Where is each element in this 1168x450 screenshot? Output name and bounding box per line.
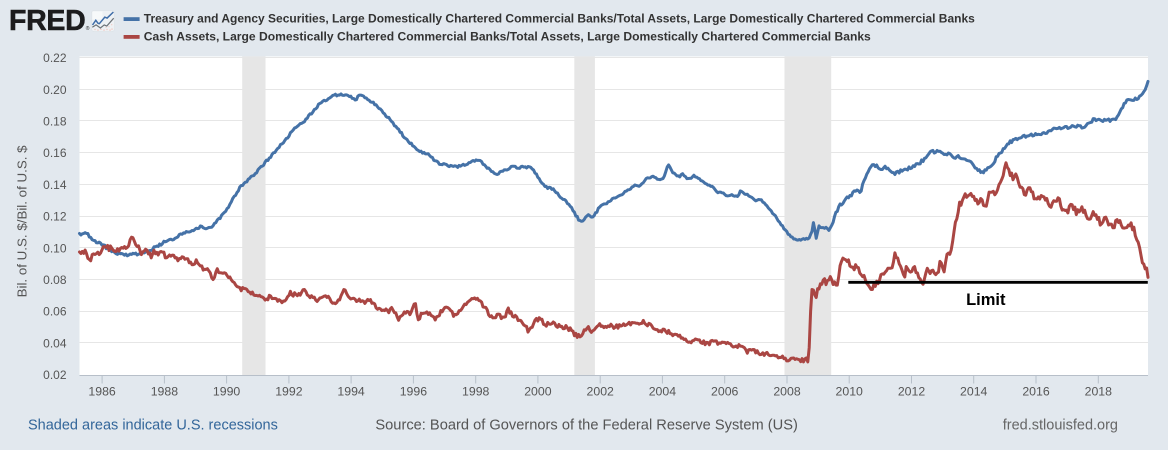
svg-text:2014: 2014 [960, 385, 988, 399]
svg-text:2018: 2018 [1085, 385, 1113, 399]
svg-text:1992: 1992 [275, 385, 303, 399]
svg-text:0.18: 0.18 [43, 115, 67, 129]
svg-text:0.12: 0.12 [43, 210, 67, 224]
svg-text:®: ® [86, 25, 90, 32]
svg-text:fred.stlouisfed.org: fred.stlouisfed.org [1003, 418, 1118, 434]
svg-text:0.10: 0.10 [43, 241, 67, 255]
svg-text:0.06: 0.06 [43, 305, 67, 319]
svg-text:2002: 2002 [587, 385, 615, 399]
svg-text:1988: 1988 [151, 385, 179, 399]
svg-text:1994: 1994 [337, 385, 365, 399]
svg-text:2012: 2012 [898, 385, 926, 399]
svg-text:FRED: FRED [9, 5, 85, 37]
svg-text:Bil. of U.S. $/Bil. of U.S. $: Bil. of U.S. $/Bil. of U.S. $ [15, 145, 30, 298]
svg-text:Treasury and Agency Securities: Treasury and Agency Securities, Large Do… [144, 14, 975, 26]
svg-text:0.08: 0.08 [43, 273, 67, 287]
svg-text:0.16: 0.16 [43, 146, 67, 160]
svg-text:2016: 2016 [1022, 385, 1050, 399]
svg-text:1998: 1998 [462, 385, 490, 399]
svg-text:2000: 2000 [524, 385, 552, 399]
svg-text:2004: 2004 [649, 385, 677, 399]
svg-text:Source: Board of Governors of: Source: Board of Governors of the Federa… [375, 418, 797, 434]
svg-text:Shaded areas indicate U.S. rec: Shaded areas indicate U.S. recessions [28, 418, 278, 434]
svg-text:0.20: 0.20 [43, 83, 67, 97]
svg-text:0.04: 0.04 [43, 336, 67, 350]
svg-text:0.02: 0.02 [43, 368, 67, 382]
svg-text:2006: 2006 [711, 385, 739, 399]
svg-text:2008: 2008 [773, 385, 801, 399]
svg-text:1986: 1986 [88, 385, 116, 399]
svg-text:2010: 2010 [836, 385, 864, 399]
svg-text:Cash Assets, Large Domesticall: Cash Assets, Large Domestically Chartere… [144, 31, 871, 43]
svg-text:1996: 1996 [400, 385, 428, 399]
svg-text:1990: 1990 [213, 385, 241, 399]
svg-text:Limit: Limit [966, 291, 1006, 309]
svg-text:0.14: 0.14 [43, 178, 67, 192]
svg-text:0.22: 0.22 [43, 51, 67, 65]
